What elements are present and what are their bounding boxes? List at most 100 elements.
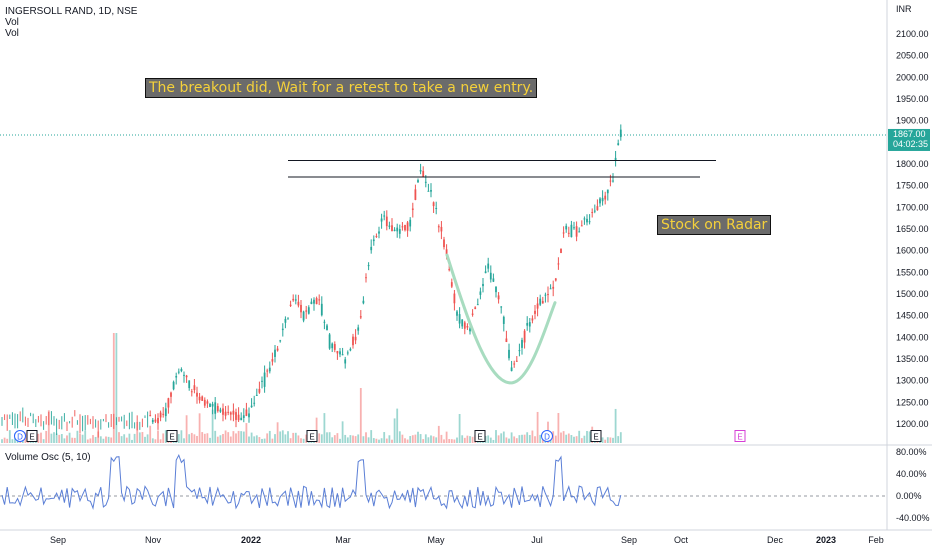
candle-body	[427, 190, 430, 192]
candle-body	[518, 350, 521, 352]
candle-body	[354, 336, 357, 341]
volume-bar	[297, 435, 300, 443]
earnings-marker-icon[interactable]: E	[474, 430, 486, 442]
candle-body	[349, 348, 352, 351]
volume-bar	[68, 432, 71, 443]
candle-body	[552, 286, 555, 289]
candle-body	[261, 380, 263, 382]
volume-bar	[261, 438, 263, 443]
candle-body	[502, 316, 505, 324]
volume-bar	[190, 432, 193, 443]
volume-bar	[513, 436, 516, 443]
price-tick: 1700.00	[896, 202, 929, 212]
price-axis[interactable]: INR 2100.00 2050.00 2000.00 1950.00 1900.00 1…	[886, 0, 930, 530]
candle-body	[255, 394, 258, 396]
candle-body	[393, 229, 396, 231]
earnings-marker-icon[interactable]: E	[590, 430, 602, 442]
legend-symbol[interactable]: INGERSOLL RAND, 1D, NSE	[5, 6, 138, 17]
candle-body	[333, 344, 336, 350]
volume-bar	[58, 434, 61, 443]
volume-bar	[601, 437, 604, 443]
time-axis[interactable]: Sep Nov 2022 Mar May Jul Sep Oct Dec 202…	[0, 529, 932, 545]
candle-body	[206, 401, 209, 404]
candle-body	[300, 304, 302, 313]
volume-bar	[448, 439, 451, 443]
event-marker-label: E	[309, 433, 314, 442]
candle-body	[229, 412, 232, 415]
volume-bar	[42, 439, 45, 443]
breakout-note[interactable]: The breakout did, Wait for a retest to t…	[145, 78, 538, 98]
volume-bar	[185, 415, 188, 443]
volume-bar	[193, 434, 196, 443]
dividend-marker-icon[interactable]: D	[14, 430, 26, 442]
radar-note[interactable]: Stock on Radar	[657, 215, 772, 235]
last-price-badge[interactable]: 1867.00 04:02:35	[888, 128, 930, 151]
candle-body	[318, 299, 321, 301]
volume-bar	[518, 435, 521, 443]
volume-bar	[357, 434, 360, 443]
price-tick: 1350.00	[896, 354, 929, 364]
volume-bar	[609, 437, 612, 443]
volume-bar	[365, 432, 367, 443]
cup-curve[interactable]	[445, 253, 557, 385]
candle-body	[242, 415, 245, 419]
event-marker-label: D	[17, 433, 23, 442]
volume-bar	[552, 431, 555, 443]
price-tick: 1300.00	[896, 376, 929, 386]
candle-body	[331, 343, 334, 349]
volume-bar	[417, 431, 419, 443]
volume-bar	[268, 430, 271, 443]
volume-bar	[339, 438, 341, 443]
earnings-marker-icon[interactable]: E	[734, 430, 746, 442]
candle-body	[521, 339, 523, 348]
candle-body	[513, 363, 516, 365]
volume-bar	[144, 436, 146, 443]
candle-body	[383, 215, 386, 217]
candle-body	[336, 351, 339, 354]
candle-body	[284, 318, 287, 323]
candle-body	[359, 316, 362, 318]
time-label-mar: Mar	[335, 535, 351, 545]
price-tick: 1500.00	[896, 289, 929, 299]
volume-bar	[120, 436, 123, 443]
candle-body	[578, 231, 581, 233]
volume-bar	[573, 436, 575, 443]
volume-bar	[586, 430, 588, 443]
volume-bar	[341, 421, 344, 443]
chart-legend[interactable]: INGERSOLL RAND, 1D, NSE Vol Vol	[5, 6, 137, 39]
dividend-marker-icon[interactable]: D	[541, 430, 553, 442]
volume-bar	[250, 432, 253, 443]
candle-body	[461, 319, 464, 327]
volume-bar	[53, 432, 55, 443]
candle-body	[235, 412, 237, 420]
volume-bar	[484, 435, 487, 443]
earnings-marker-icon[interactable]: E	[26, 430, 38, 442]
volume-bar	[289, 438, 292, 443]
volume-bar	[131, 439, 133, 443]
volume-bar	[406, 439, 409, 443]
volume-bar	[266, 433, 269, 443]
oscillator-pane[interactable]: Volume Osc (5, 10)	[0, 452, 887, 510]
legend-volume[interactable]: Vol	[5, 17, 19, 28]
time-label-jul: Jul	[531, 535, 543, 545]
candle-body	[224, 411, 227, 416]
price-tick: 1250.00	[896, 397, 929, 407]
volume-bar	[287, 431, 289, 443]
candle-body	[580, 225, 583, 227]
candle-body	[583, 218, 586, 220]
volume-bar	[71, 437, 74, 443]
candle-body	[219, 409, 222, 412]
volume-bar	[8, 430, 11, 443]
earnings-marker-icon[interactable]: E	[166, 430, 178, 442]
volume-bar	[354, 436, 357, 443]
legend-volume-2[interactable]: Vol	[5, 28, 19, 39]
candle-body	[500, 306, 503, 308]
candle-body	[281, 328, 284, 331]
volume-bar	[352, 435, 354, 443]
candle-body	[601, 197, 604, 202]
earnings-marker-icon[interactable]: E	[306, 430, 318, 442]
